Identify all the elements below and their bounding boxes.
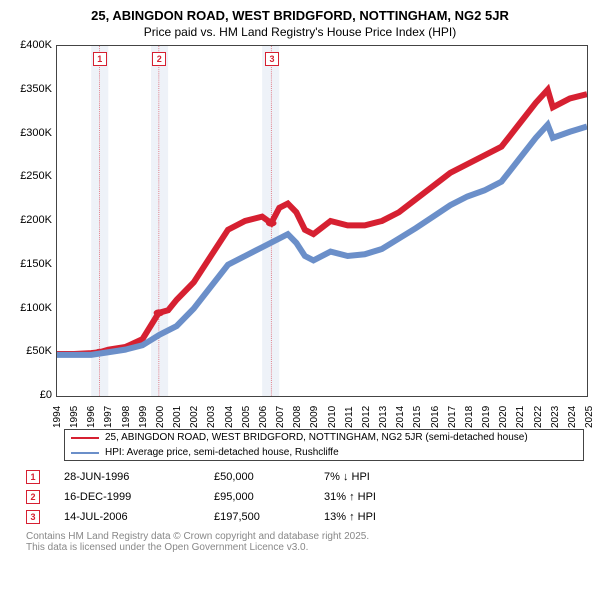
sale-date: 28-JUN-1996: [64, 471, 214, 483]
x-tick-label: 2022: [533, 406, 544, 428]
sale-marker-flag: 1: [93, 52, 107, 66]
sale-marker-box: 3: [26, 510, 40, 524]
x-tick-label: 2001: [172, 406, 183, 428]
x-tick-label: 2004: [224, 406, 235, 428]
x-tick-label: 2003: [206, 406, 217, 428]
x-tick-label: 1997: [103, 406, 114, 428]
attribution-line2: This data is licensed under the Open Gov…: [26, 542, 584, 553]
x-tick-label: 2021: [515, 406, 526, 428]
legend-item: HPI: Average price, semi-detached house,…: [65, 445, 583, 460]
y-tick-label: £400K: [20, 39, 52, 51]
attribution-line1: Contains HM Land Registry data © Crown c…: [26, 531, 584, 542]
x-tick-label: 2017: [447, 406, 458, 428]
x-tick-label: 1999: [138, 406, 149, 428]
y-tick-label: £0: [40, 389, 52, 401]
x-tick-label: 2018: [464, 406, 475, 428]
y-tick-label: £50K: [26, 345, 52, 357]
sale-pct-vs-hpi: 31% ↑ HPI: [324, 491, 434, 503]
y-tick-label: £300K: [20, 127, 52, 139]
x-axis: 1994199519961997199819992000200120022003…: [56, 395, 588, 425]
x-tick-label: 2015: [412, 406, 423, 428]
x-tick-label: 1998: [121, 406, 132, 428]
chart-title-line2: Price paid vs. HM Land Registry's House …: [8, 25, 592, 39]
x-tick-label: 2000: [155, 406, 166, 428]
x-tick-label: 2014: [395, 406, 406, 428]
x-tick-label: 2013: [378, 406, 389, 428]
x-tick-label: 2002: [189, 406, 200, 428]
y-tick-label: £200K: [20, 214, 52, 226]
x-tick-label: 2016: [430, 406, 441, 428]
x-tick-label: 1996: [86, 406, 97, 428]
y-tick-label: £250K: [20, 170, 52, 182]
x-tick-label: 2025: [584, 406, 595, 428]
attribution: Contains HM Land Registry data © Crown c…: [26, 531, 584, 553]
sale-date: 14-JUL-2006: [64, 511, 214, 523]
sale-marker-flag: 3: [265, 52, 279, 66]
sale-price: £50,000: [214, 471, 324, 483]
sale-pct-vs-hpi: 7% ↓ HPI: [324, 471, 434, 483]
legend-swatch: [71, 437, 99, 439]
legend-label: HPI: Average price, semi-detached house,…: [105, 447, 339, 458]
sale-row: 3 14-JUL-2006£197,50013% ↑ HPI: [26, 507, 584, 527]
sale-marker-box: 2: [26, 490, 40, 504]
sale-price: £95,000: [214, 491, 324, 503]
x-tick-label: 2012: [361, 406, 372, 428]
sale-row: 2 16-DEC-1999£95,00031% ↑ HPI: [26, 487, 584, 507]
x-tick-label: 1995: [69, 406, 80, 428]
legend-label: 25, ABINGDON ROAD, WEST BRIDGFORD, NOTTI…: [105, 432, 528, 443]
sales-table: 1 28-JUN-1996£50,0007% ↓ HPI 2 16-DEC-1999£…: [26, 467, 584, 527]
x-tick-label: 2011: [344, 406, 355, 428]
sale-pct-vs-hpi: 13% ↑ HPI: [324, 511, 434, 523]
x-tick-label: 2009: [309, 406, 320, 428]
y-tick-label: £350K: [20, 83, 52, 95]
x-tick-label: 2008: [292, 406, 303, 428]
sale-marker-flag: 2: [152, 52, 166, 66]
chart-title-line1: 25, ABINGDON ROAD, WEST BRIDGFORD, NOTTI…: [8, 8, 592, 23]
x-tick-label: 2023: [550, 406, 561, 428]
plot-area: £0£50K£100K£150K£200K£250K£300K£350K£400…: [8, 45, 592, 425]
x-tick-label: 2010: [327, 406, 338, 428]
chart-canvas: 1 2 3: [56, 45, 588, 397]
x-tick-label: 1994: [52, 406, 63, 428]
legend-item: 25, ABINGDON ROAD, WEST BRIDGFORD, NOTTI…: [65, 430, 583, 445]
x-tick-label: 2005: [241, 406, 252, 428]
sale-marker-box: 1: [26, 470, 40, 484]
sale-date: 16-DEC-1999: [64, 491, 214, 503]
y-tick-label: £150K: [20, 258, 52, 270]
legend-swatch: [71, 452, 99, 454]
y-tick-label: £100K: [20, 302, 52, 314]
x-tick-label: 2020: [498, 406, 509, 428]
y-axis: £0£50K£100K£150K£200K£250K£300K£350K£400…: [8, 45, 56, 395]
x-tick-label: 2007: [275, 406, 286, 428]
x-tick-label: 2024: [567, 406, 578, 428]
x-tick-label: 2006: [258, 406, 269, 428]
legend: 25, ABINGDON ROAD, WEST BRIDGFORD, NOTTI…: [64, 429, 584, 461]
sale-price: £197,500: [214, 511, 324, 523]
sale-row: 1 28-JUN-1996£50,0007% ↓ HPI: [26, 467, 584, 487]
x-tick-label: 2019: [481, 406, 492, 428]
